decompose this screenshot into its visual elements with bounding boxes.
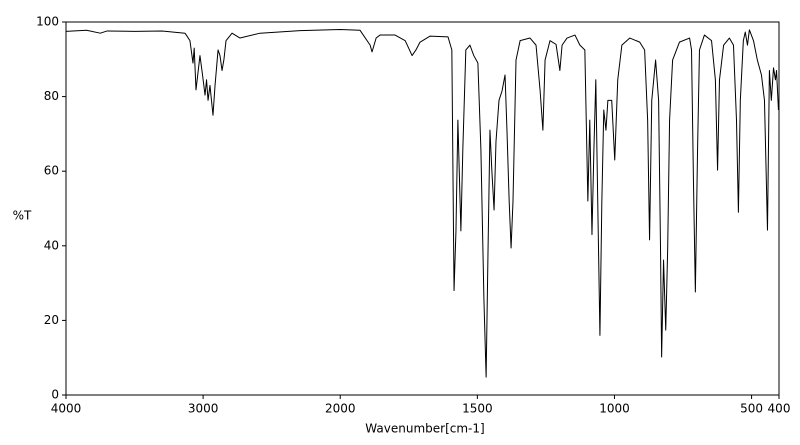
- x-tick-label: 3000: [188, 402, 219, 416]
- y-tick-label: 0: [51, 388, 59, 402]
- x-axis-label: Wavenumber[cm-1]: [365, 422, 484, 436]
- x-tick-label: 500: [740, 402, 763, 416]
- y-tick-label: 40: [44, 238, 59, 252]
- y-tick-label: 60: [44, 164, 59, 178]
- x-tick-label: 1000: [599, 402, 630, 416]
- plot-frame: [65, 21, 780, 396]
- y-tick-label: 20: [44, 313, 59, 327]
- y-tick-label: 100: [36, 15, 59, 29]
- x-tick-label: 400: [768, 402, 791, 416]
- x-tick-label: 1500: [462, 402, 493, 416]
- y-axis-label: %T: [13, 209, 32, 223]
- y-tick-label: 80: [44, 89, 59, 103]
- x-tick-label: 2000: [325, 402, 356, 416]
- x-tick-label: 4000: [51, 402, 82, 416]
- spectrum-line: [65, 28, 779, 378]
